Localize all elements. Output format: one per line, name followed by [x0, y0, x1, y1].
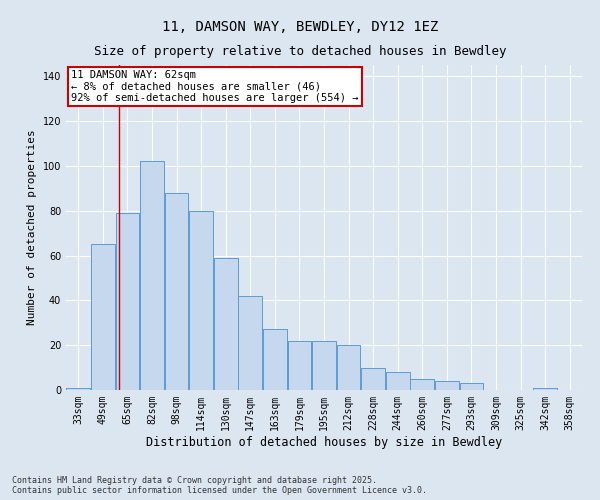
Bar [312, 340, 336, 390]
Y-axis label: Number of detached properties: Number of detached properties [27, 130, 37, 326]
Bar [533, 388, 557, 390]
Text: 11, DAMSON WAY, BEWDLEY, DY12 1EZ: 11, DAMSON WAY, BEWDLEY, DY12 1EZ [162, 20, 438, 34]
Bar [361, 368, 385, 390]
Bar [91, 244, 115, 390]
Text: Contains HM Land Registry data © Crown copyright and database right 2025.
Contai: Contains HM Land Registry data © Crown c… [12, 476, 427, 495]
Text: Size of property relative to detached houses in Bewdley: Size of property relative to detached ho… [94, 45, 506, 58]
Bar [140, 162, 164, 390]
X-axis label: Distribution of detached houses by size in Bewdley: Distribution of detached houses by size … [146, 436, 502, 448]
Bar [386, 372, 410, 390]
Bar [164, 193, 188, 390]
Text: 11 DAMSON WAY: 62sqm
← 8% of detached houses are smaller (46)
92% of semi-detach: 11 DAMSON WAY: 62sqm ← 8% of detached ho… [71, 70, 359, 103]
Bar [435, 381, 459, 390]
Bar [410, 379, 434, 390]
Bar [214, 258, 238, 390]
Bar [189, 210, 213, 390]
Bar [67, 388, 90, 390]
Bar [263, 330, 287, 390]
Bar [337, 345, 361, 390]
Bar [238, 296, 262, 390]
Bar [287, 340, 311, 390]
Bar [460, 384, 484, 390]
Bar [116, 213, 139, 390]
